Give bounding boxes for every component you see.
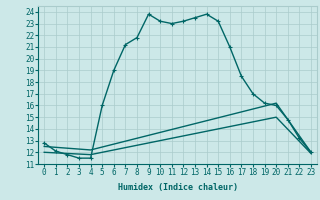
X-axis label: Humidex (Indice chaleur): Humidex (Indice chaleur) [118, 183, 238, 192]
